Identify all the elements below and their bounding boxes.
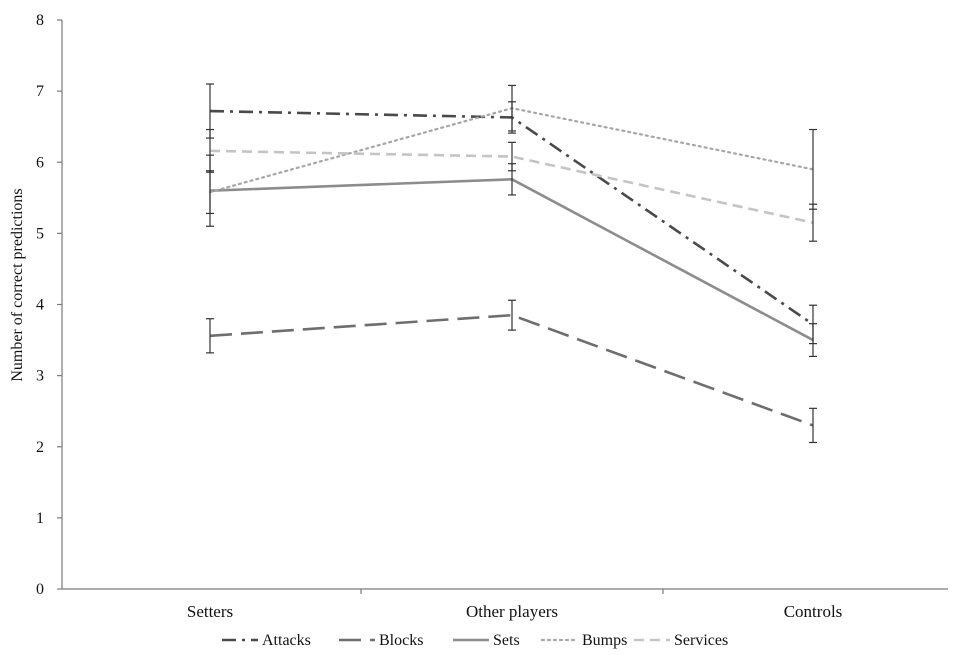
error-bar-blocks — [508, 299, 516, 331]
legend-label: Services — [674, 632, 728, 649]
series-line-blocks — [209, 313, 814, 427]
error-bar-services — [508, 141, 516, 172]
error-bar-sets — [809, 323, 817, 358]
legend-label: Sets — [493, 632, 520, 649]
legend-item-services: Services — [634, 632, 728, 649]
axes: 0 1 2 3 4 5 6 7 8 Setters Other players Controls — [36, 12, 948, 621]
legend-item-blocks: Blocks — [339, 632, 423, 649]
legend-label: Blocks — [379, 632, 423, 649]
y-tick-label: 2 — [36, 439, 44, 456]
error-bar-blocks — [206, 318, 214, 354]
x-tick-label: Setters — [187, 602, 233, 621]
error-bar-blocks — [809, 407, 817, 444]
y-tick-label: 0 — [36, 581, 44, 598]
legend-label: Attacks — [262, 632, 311, 649]
y-tick-label: 6 — [36, 154, 44, 171]
legend-label: Bumps — [582, 632, 627, 649]
series-line-services — [209, 149, 814, 224]
y-tick-label: 4 — [36, 297, 44, 314]
y-tick-label: 8 — [36, 12, 44, 29]
x-tick-label: Other players — [466, 602, 558, 621]
x-tick-label: Controls — [784, 602, 843, 621]
y-tick-label: 1 — [36, 510, 44, 527]
legend-item-bumps: Bumps — [540, 632, 627, 649]
y-tick-label: 7 — [36, 83, 44, 100]
legend: Attacks Blocks Sets Bumps Services — [222, 632, 728, 649]
y-tick-label: 3 — [36, 368, 44, 385]
y-axis-label: Number of correct predictions — [9, 188, 26, 381]
error-bar-services — [206, 128, 214, 173]
legend-item-attacks: Attacks — [222, 632, 311, 649]
error-bar-bumps — [508, 84, 516, 132]
legend-item-sets: Sets — [453, 632, 520, 649]
y-tick-label: 5 — [36, 225, 44, 242]
error-bars — [206, 83, 817, 444]
error-bar-services — [809, 203, 817, 242]
